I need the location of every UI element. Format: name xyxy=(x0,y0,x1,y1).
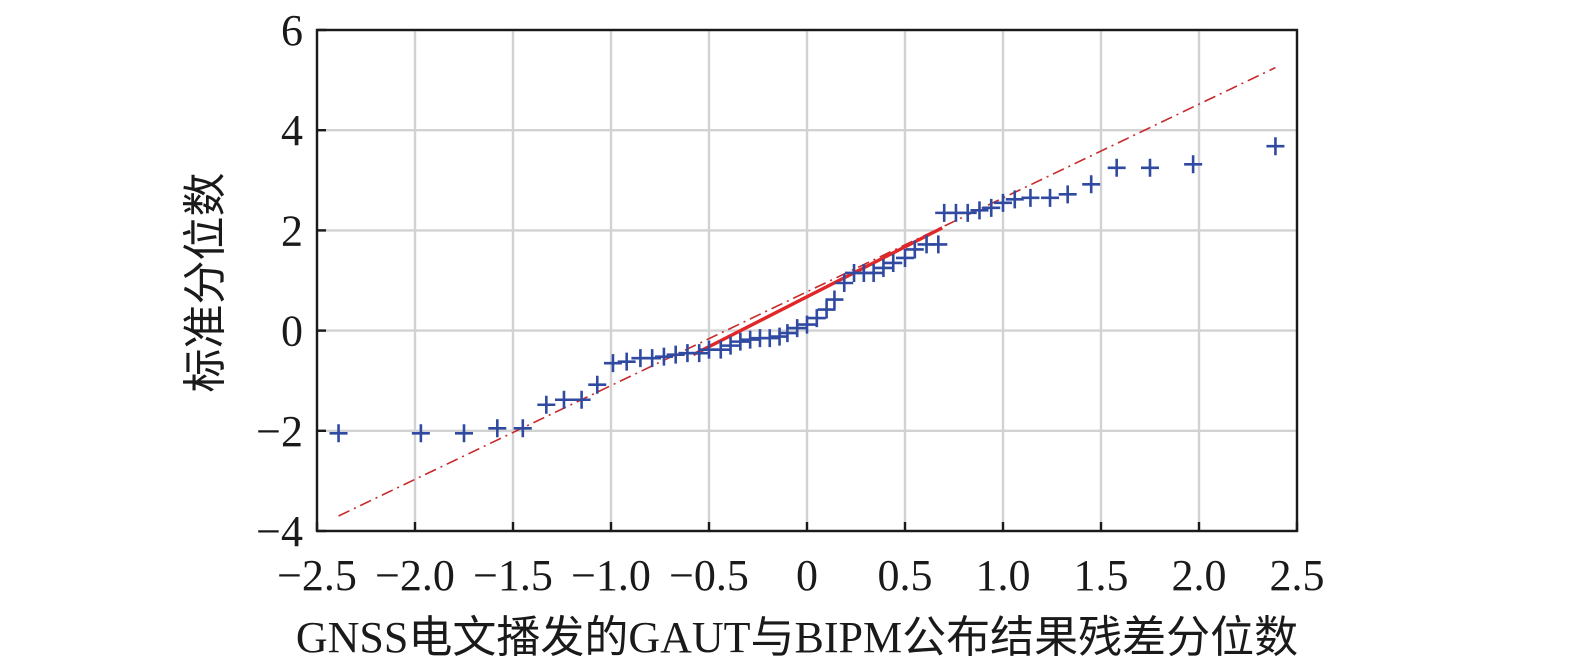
x-axis-title: GNSS电文播发的GAUT与BIPM公布结果残差分位数 xyxy=(296,613,1298,662)
data-point xyxy=(329,424,348,443)
data-points xyxy=(329,137,1285,443)
data-point xyxy=(488,419,507,438)
data-point xyxy=(721,336,740,355)
x-tick-label: −2.5 xyxy=(277,551,357,600)
x-tick-label: −0.5 xyxy=(669,551,749,600)
data-point xyxy=(994,193,1012,212)
data-point xyxy=(1141,158,1159,177)
data-point xyxy=(455,424,473,443)
data-point xyxy=(982,198,1001,217)
x-tick-label: 2.0 xyxy=(1172,551,1227,600)
data-point xyxy=(770,327,789,346)
y-tick-label: 6 xyxy=(281,6,303,55)
x-tick-label: 1.0 xyxy=(976,551,1031,600)
data-point xyxy=(970,201,989,220)
x-tick-label: 0 xyxy=(796,551,818,600)
data-point xyxy=(554,390,573,409)
data-point xyxy=(588,375,607,394)
y-tick-label: −4 xyxy=(256,507,303,556)
y-tick-label: 0 xyxy=(281,307,303,356)
x-tick-label: −1.5 xyxy=(473,551,553,600)
grid-lines xyxy=(315,28,1299,533)
data-point xyxy=(958,203,977,222)
data-point xyxy=(1107,158,1126,177)
data-point xyxy=(817,300,836,319)
data-point xyxy=(905,240,924,259)
data-point xyxy=(617,352,636,371)
y-axis-title: 标准分位数 xyxy=(181,173,230,393)
reference-line-dashdot xyxy=(338,66,1276,517)
y-tick-label: 2 xyxy=(281,206,303,255)
data-point xyxy=(835,274,854,293)
data-point xyxy=(864,263,883,282)
data-point xyxy=(1005,190,1024,209)
data-point xyxy=(778,324,797,343)
data-point xyxy=(1266,137,1285,156)
x-tick-label: −1.0 xyxy=(571,551,651,600)
data-point xyxy=(1082,175,1101,194)
data-point xyxy=(896,248,914,267)
reference-line-solid xyxy=(692,226,944,357)
x-tick-label: 2.5 xyxy=(1270,551,1325,600)
data-point xyxy=(760,329,779,348)
data-point xyxy=(798,315,816,334)
data-point xyxy=(654,347,673,366)
data-point xyxy=(807,309,826,328)
x-tick-label: −2.0 xyxy=(375,551,455,600)
y-tick-labels: −4 −2 0 2 4 6 xyxy=(256,6,303,556)
data-point xyxy=(537,395,556,414)
data-point xyxy=(741,330,760,349)
data-point xyxy=(825,290,844,309)
x-tick-labels: −2.5 −2.0 −1.5 −1.0 −0.5 0 0.5 1.0 1.5 2.0 2.5 xyxy=(277,551,1324,600)
data-point xyxy=(711,340,730,359)
data-point xyxy=(411,424,430,443)
x-tick-label: 0.5 xyxy=(878,551,933,600)
data-point xyxy=(1058,185,1077,204)
data-point xyxy=(603,354,622,373)
data-point xyxy=(690,344,709,363)
data-point xyxy=(1184,155,1203,174)
data-point xyxy=(884,253,903,272)
data-point xyxy=(513,419,532,438)
data-point xyxy=(929,235,948,254)
data-point xyxy=(1021,188,1040,207)
y-tick-label: −2 xyxy=(256,407,303,456)
x-tick-label: 1.5 xyxy=(1074,551,1129,600)
data-point xyxy=(874,258,893,277)
data-point xyxy=(572,390,591,409)
data-point xyxy=(643,349,662,368)
data-point xyxy=(666,345,685,364)
data-point xyxy=(788,319,807,338)
data-point xyxy=(1041,188,1060,207)
data-point xyxy=(731,332,750,351)
axis-ticks xyxy=(315,28,1299,533)
y-tick-label: 4 xyxy=(281,106,303,155)
reference-lines xyxy=(338,66,1276,517)
